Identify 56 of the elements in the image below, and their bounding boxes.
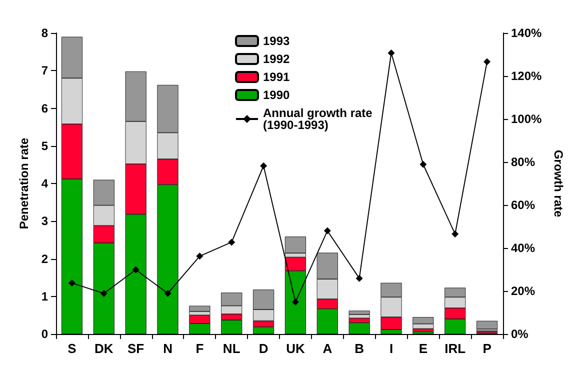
legend-label: 1992	[263, 52, 290, 66]
y2-tick-label: 80%	[511, 155, 536, 169]
x-tick-label: S	[68, 341, 77, 356]
point	[356, 274, 363, 282]
point	[132, 266, 140, 274]
bar	[189, 306, 210, 312]
point	[324, 227, 331, 234]
x-tick-label: P	[482, 341, 492, 356]
x-tick-label: E	[418, 341, 428, 356]
x-tick-label: IRL	[444, 341, 466, 356]
y-tick-label: 3	[41, 214, 48, 228]
y-tick-label: 0	[41, 327, 48, 341]
x-tick-label: I	[389, 341, 394, 356]
bar	[476, 320, 498, 330]
y-tick-label: 6	[41, 101, 48, 116]
y-tick-label: 2	[41, 252, 48, 266]
point	[100, 290, 108, 297]
y-tick-label: 7	[41, 64, 48, 78]
y-axis-title: Penetration rate	[17, 137, 31, 230]
legend-label: 1990	[263, 88, 290, 102]
point	[68, 280, 76, 287]
x-tick-label: SF	[128, 341, 144, 356]
point	[420, 160, 427, 168]
x-tick-label: A	[322, 341, 333, 356]
point	[452, 230, 459, 238]
legend-label: 1993	[263, 34, 290, 48]
y2-tick-label: 0%	[511, 327, 529, 341]
y2-tick-label: 120%	[511, 69, 542, 83]
point	[164, 290, 172, 297]
bar	[284, 236, 306, 254]
point	[484, 58, 491, 66]
x-tick-label: N	[163, 341, 172, 356]
x-tick-label: F	[196, 341, 204, 356]
y2-tick-label: 40%	[511, 241, 536, 255]
point	[228, 238, 236, 246]
y2-axis-title: Growth rate	[552, 150, 566, 218]
x-tick-label: DK	[94, 341, 114, 356]
y2-tick-label: 140%	[511, 26, 542, 40]
x-tick-label: NL	[222, 341, 240, 356]
y2-tick-label: 20%	[511, 284, 536, 298]
legend-label: Annual growth rate (1990-1993)	[263, 106, 373, 132]
x-tick-label: B	[354, 341, 364, 356]
y-tick-label: 4	[41, 176, 48, 190]
y-tick-label: 8	[41, 26, 48, 40]
point	[196, 252, 204, 260]
y-tick-label: 1	[41, 289, 48, 304]
legend-label: 1991	[263, 70, 290, 84]
y-tick-label: 5	[41, 138, 48, 153]
point	[292, 298, 299, 306]
y2-tick-label: 60%	[511, 198, 536, 212]
bar	[348, 310, 370, 314]
y2-tick-label: 100%	[511, 112, 542, 126]
x-tick-label: UK	[286, 341, 306, 356]
point	[388, 49, 395, 56]
point	[260, 162, 268, 170]
x-tick-label: D	[258, 341, 268, 356]
